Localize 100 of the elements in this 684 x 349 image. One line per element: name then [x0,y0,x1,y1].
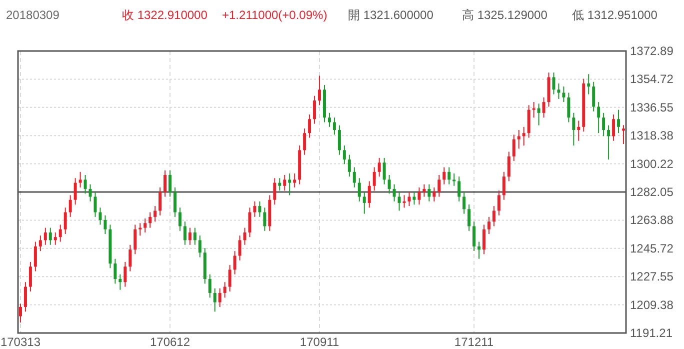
candlestick [602,112,606,137]
y-tick-label: 1282.05 [630,185,674,199]
candlestick [332,117,336,136]
candlestick [338,124,341,156]
candlestick [198,235,202,258]
candlestick [154,206,157,222]
candlestick [468,204,471,232]
candlestick [572,112,576,146]
candlestick [148,212,152,228]
candlestick [178,207,182,232]
candlestick [432,186,436,202]
y-tick-label: 1372.89 [630,44,674,58]
candlestick [428,184,431,202]
candlestick [48,227,52,246]
candlestick [482,224,486,255]
candlestick [622,124,626,145]
candlestick [318,75,322,106]
candlestick [84,174,87,194]
candlestick [452,172,456,186]
text: +1.211000(+0.09%) [222,8,328,22]
y-tick-label: 1209.38 [630,298,674,312]
candlestick [472,221,476,252]
candlestick [134,224,137,255]
candlestick [208,274,212,298]
candlestick [238,235,242,261]
candlestick [607,124,610,160]
candlestick [557,82,560,100]
y-tick-label: 1191.21 [630,326,673,340]
y-tick-label: 1318.38 [630,128,674,143]
candlestick [577,120,580,142]
y-tick-label: 1354.72 [630,72,674,86]
candlestick [438,174,441,198]
candlestick [68,194,72,218]
candlestick [487,216,490,234]
candlestick [507,151,510,182]
candlestick [193,227,196,246]
candlestick [233,250,236,275]
candlestick [104,214,107,234]
candlestick [567,92,570,123]
candlestick [348,154,351,178]
candlestick [587,74,590,95]
candlestick [313,95,316,124]
candlestick [78,171,82,188]
candlestick [24,282,27,312]
candlestick [412,192,416,205]
candlestick [462,192,466,214]
candlestick [34,241,37,272]
candlestick [362,192,366,214]
candlestick [418,186,421,205]
candlestick [382,157,386,185]
candlestick [38,235,42,252]
candlestick [74,178,77,205]
candlestick [448,166,451,185]
candlestick [164,170,167,198]
candlestick [328,112,331,128]
candlestick [188,227,192,246]
candlestick [273,178,276,205]
candlestick [402,194,406,208]
candlestick [612,114,616,142]
candlestick [368,180,371,208]
candlestick [288,172,292,196]
candlestick [124,261,127,288]
candlestick [592,81,596,112]
candlestick [218,288,222,308]
candlestick [562,86,566,103]
candlestick [342,145,346,165]
candlestick [442,166,446,185]
candlestick [173,186,176,218]
candlestick [408,192,411,207]
candlestick [388,174,391,194]
candlestick [158,186,162,216]
y-tick-label: 1263.88 [630,213,674,228]
candlestick [532,102,536,118]
candlestick [183,221,186,246]
candlestick [58,224,62,242]
candlestick [28,261,32,292]
candlestick [128,244,132,272]
candlestick [248,207,252,238]
candlestick [64,207,67,234]
candlestick [617,109,620,134]
y-tick-label: 1336.55 [630,100,674,114]
candlestick [54,232,57,246]
candlestick [278,178,282,192]
candlestick [358,178,361,202]
candlestick [502,171,506,200]
y-tick-label: 1300.22 [630,156,674,171]
candlestick [44,227,47,246]
candlestick [372,166,376,192]
candlestick [293,172,296,188]
candlestick [527,104,530,138]
candlestick [258,200,262,218]
candlestick [213,288,216,312]
text: 低 1312.951000 [572,8,658,22]
candlestick [263,207,266,232]
y-tick-label: 1227.55 [630,270,674,284]
candlestick [223,282,226,298]
candlestick [497,190,500,216]
y-tick-label: 1245.72 [630,241,674,256]
candlestick [168,170,172,198]
candlestick [138,222,142,236]
